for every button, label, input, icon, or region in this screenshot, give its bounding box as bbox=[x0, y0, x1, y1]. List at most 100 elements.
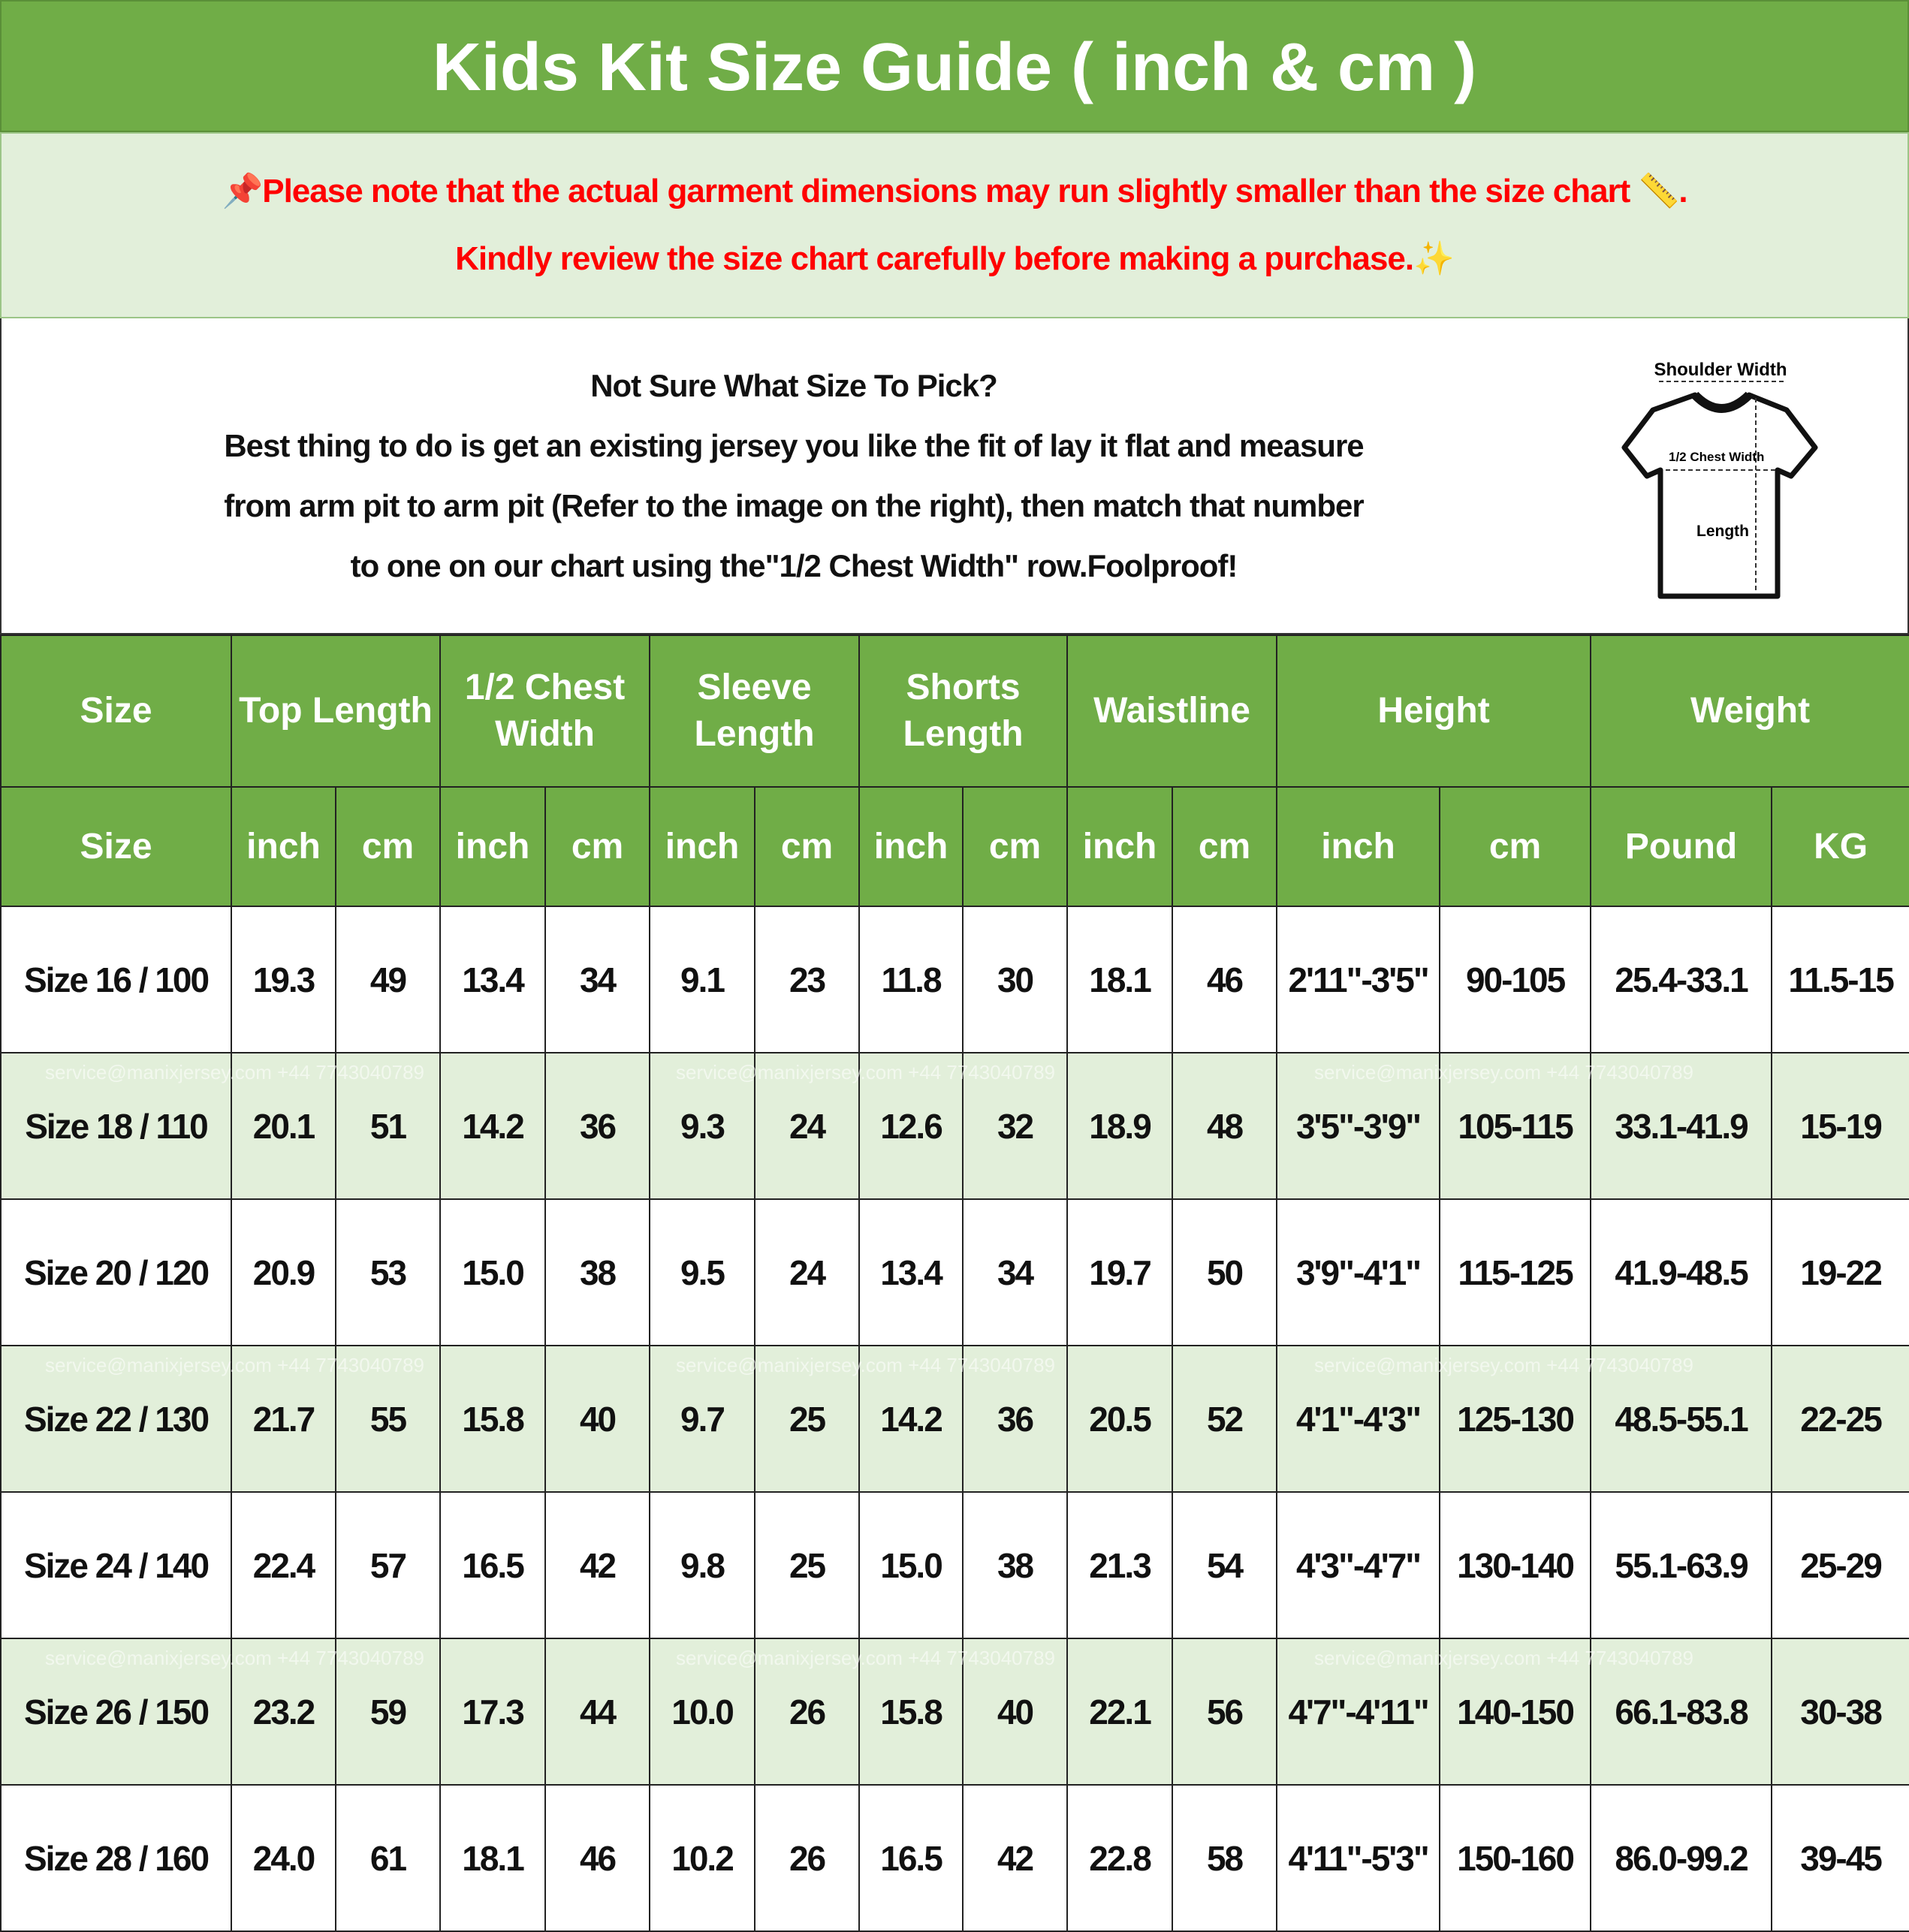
value-cell: 20.1 bbox=[231, 1052, 336, 1200]
info-line-2: from arm pit to arm pit (Refer to the im… bbox=[224, 488, 1364, 523]
unit-header: inch bbox=[439, 786, 547, 907]
value-cell: 15.8 bbox=[858, 1638, 964, 1786]
table-row: Size 22 / 130 21.7 55 15.8 40 9.7 25 14.2 36 20.5… bbox=[0, 1345, 1909, 1493]
column-header: Weight bbox=[1590, 634, 1909, 788]
unit-header: Size bbox=[0, 786, 232, 907]
value-cell: 26 bbox=[754, 1638, 861, 1786]
value-cell: 18.9 bbox=[1066, 1052, 1174, 1200]
title-text: Kids Kit Size Guide ( inch & cm ) bbox=[432, 30, 1477, 105]
length-label: Length bbox=[1696, 523, 1749, 540]
unit-header: cm bbox=[334, 786, 442, 907]
notice-line-1: 📌Please note that the actual garment dim… bbox=[222, 173, 1687, 209]
value-cell: 36 bbox=[544, 1052, 651, 1200]
value-cell: 58 bbox=[1172, 1784, 1278, 1932]
value-cell: 19-22 bbox=[1771, 1198, 1909, 1346]
table-row: Size 20 / 120 20.9 53 15.0 38 9.5 24 13.4 34 19.7… bbox=[0, 1198, 1909, 1346]
value-cell: 130-140 bbox=[1439, 1491, 1592, 1639]
size-cell: Size 16 / 100 bbox=[0, 906, 232, 1053]
value-cell: 25 bbox=[754, 1491, 861, 1639]
size-cell: Size 28 / 160 bbox=[0, 1784, 232, 1932]
header-row-units: Size inch cm inch cm inch cm inch cm inch cm inch cm… bbox=[0, 786, 1909, 907]
value-cell: 9.8 bbox=[649, 1491, 756, 1639]
value-cell: 2'11"-3'5" bbox=[1276, 906, 1441, 1053]
value-cell: 11.5-15 bbox=[1771, 906, 1909, 1053]
value-cell: 40 bbox=[544, 1345, 651, 1493]
value-cell: 46 bbox=[1172, 906, 1278, 1053]
value-cell: 24 bbox=[754, 1198, 861, 1346]
column-header: Waistline bbox=[1066, 634, 1278, 788]
value-cell: 22.4 bbox=[231, 1491, 336, 1639]
info-line-1: Best thing to do is get an existing jers… bbox=[224, 428, 1364, 463]
value-cell: 22.8 bbox=[1066, 1784, 1174, 1932]
value-cell: 41.9-48.5 bbox=[1590, 1198, 1773, 1346]
value-cell: 53 bbox=[334, 1198, 442, 1346]
value-cell: 9.1 bbox=[649, 906, 756, 1053]
value-cell: 17.3 bbox=[439, 1638, 547, 1786]
tshirt-measurement-diagram: Shoulder Width 1/2 Chest Width Length bbox=[1621, 360, 1818, 599]
table-row: Size 16 / 100 19.3 49 13.4 34 9.1 23 11.8 30 18.1… bbox=[0, 906, 1909, 1053]
value-cell: 9.5 bbox=[649, 1198, 756, 1346]
unit-header: cm bbox=[1439, 786, 1592, 907]
value-cell: 4'7"-4'11" bbox=[1276, 1638, 1441, 1786]
size-chart-table: Size Top Length 1/2 Chest Width Sleeve Leng… bbox=[0, 634, 1909, 1932]
value-cell: 3'5"-3'9" bbox=[1276, 1052, 1441, 1200]
unit-header: inch bbox=[858, 786, 964, 907]
value-cell: 150-160 bbox=[1439, 1784, 1592, 1932]
unit-header: inch bbox=[231, 786, 336, 907]
unit-header: KG bbox=[1771, 786, 1909, 907]
value-cell: 44 bbox=[544, 1638, 651, 1786]
value-cell: 19.3 bbox=[231, 906, 336, 1053]
table-row: Size 28 / 160 24.0 61 18.1 46 10.2 26 16.5 42 22.… bbox=[0, 1784, 1909, 1932]
value-cell: 25.4-33.1 bbox=[1590, 906, 1773, 1053]
value-cell: 3'9"-4'1" bbox=[1276, 1198, 1441, 1346]
value-cell: 25-29 bbox=[1771, 1491, 1909, 1639]
unit-header: inch bbox=[1276, 786, 1441, 907]
value-cell: 55 bbox=[334, 1345, 442, 1493]
unit-header: inch bbox=[1066, 786, 1174, 907]
unit-header: cm bbox=[962, 786, 1069, 907]
table-row: Size 18 / 110 20.1 51 14.2 36 9.3 24 12.6 32 18.9… bbox=[0, 1052, 1909, 1200]
value-cell: 4'11"-5'3" bbox=[1276, 1784, 1441, 1932]
unit-header: cm bbox=[754, 786, 861, 907]
value-cell: 13.4 bbox=[858, 1198, 964, 1346]
value-cell: 21.7 bbox=[231, 1345, 336, 1493]
size-cell: Size 24 / 140 bbox=[0, 1491, 232, 1639]
value-cell: 52 bbox=[1172, 1345, 1278, 1493]
value-cell: 34 bbox=[962, 1198, 1069, 1346]
value-cell: 115-125 bbox=[1439, 1198, 1592, 1346]
value-cell: 4'1"-4'3" bbox=[1276, 1345, 1441, 1493]
value-cell: 18.1 bbox=[1066, 906, 1174, 1053]
value-cell: 30 bbox=[962, 906, 1069, 1053]
value-cell: 24.0 bbox=[231, 1784, 336, 1932]
size-cell: Size 26 / 150 bbox=[0, 1638, 232, 1786]
unit-header: cm bbox=[1172, 786, 1278, 907]
value-cell: 66.1-83.8 bbox=[1590, 1638, 1773, 1786]
shoulder-label: Shoulder Width bbox=[1654, 360, 1787, 380]
table-row: Size 26 / 150 23.2 59 17.3 44 10.0 26 15.8 40 22.… bbox=[0, 1638, 1909, 1786]
value-cell: 40 bbox=[962, 1638, 1069, 1786]
column-header: Size bbox=[0, 634, 232, 788]
chest-label: 1/2 Chest Width bbox=[1669, 450, 1764, 464]
value-cell: 38 bbox=[544, 1198, 651, 1346]
header-row-groups: Size Top Length 1/2 Chest Width Sleeve Leng… bbox=[0, 634, 1909, 788]
value-cell: 23 bbox=[754, 906, 861, 1053]
value-cell: 14.2 bbox=[858, 1345, 964, 1493]
notice-line-2: Kindly review the size chart carefully b… bbox=[455, 240, 1455, 277]
value-cell: 140-150 bbox=[1439, 1638, 1592, 1786]
value-cell: 57 bbox=[334, 1491, 442, 1639]
value-cell: 13.4 bbox=[439, 906, 547, 1053]
value-cell: 14.2 bbox=[439, 1052, 547, 1200]
value-cell: 34 bbox=[544, 906, 651, 1053]
column-header: Height bbox=[1276, 634, 1592, 788]
value-cell: 25 bbox=[754, 1345, 861, 1493]
value-cell: 49 bbox=[334, 906, 442, 1053]
value-cell: 12.6 bbox=[858, 1052, 964, 1200]
value-cell: 56 bbox=[1172, 1638, 1278, 1786]
value-cell: 39-45 bbox=[1771, 1784, 1909, 1932]
value-cell: 22-25 bbox=[1771, 1345, 1909, 1493]
value-cell: 32 bbox=[962, 1052, 1069, 1200]
value-cell: 9.7 bbox=[649, 1345, 756, 1493]
value-cell: 30-38 bbox=[1771, 1638, 1909, 1786]
value-cell: 21.3 bbox=[1066, 1491, 1174, 1639]
column-header: Sleeve Length bbox=[649, 634, 861, 788]
